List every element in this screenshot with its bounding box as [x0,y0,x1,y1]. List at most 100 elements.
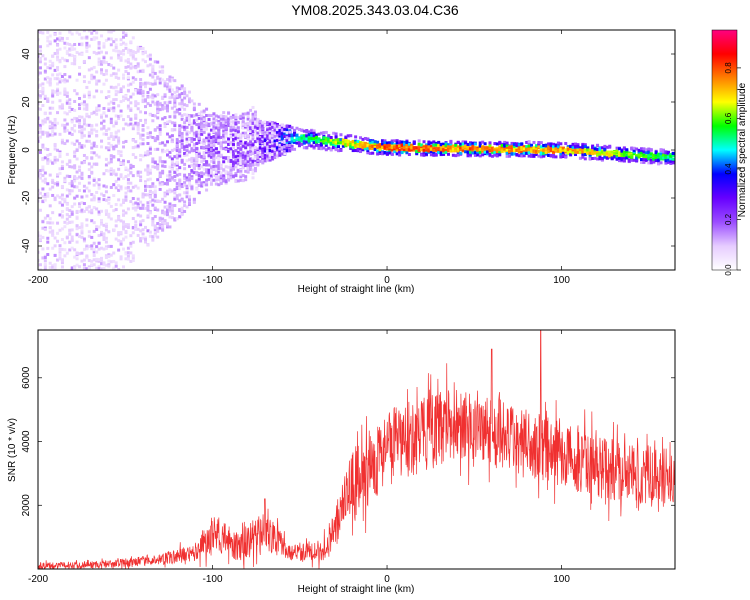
heatmap-cell [630,147,634,151]
heatmap-cell [234,113,238,117]
heatmap-cell [53,147,57,151]
heatmap-cell [161,227,165,231]
heatmap-cell [161,65,165,69]
heatmap-cell [290,144,294,148]
heatmap-cell [41,89,45,93]
heatmap-cell [141,142,145,146]
heatmap-cell [251,133,255,137]
heatmap-cell [104,222,108,226]
heatmap-cell [131,174,135,178]
heatmap-cell [136,107,140,111]
heatmap-cell [598,146,602,150]
heatmap-cell [70,246,74,250]
heatmap-cell [381,142,385,146]
heatmap-cell [593,151,597,155]
heatmap-cell [60,203,64,207]
heatmap-cell [97,178,101,182]
heatmap-cell [141,70,145,74]
heatmap-cell [185,132,189,136]
heatmap-cell [139,110,143,114]
heatmap-cell [58,72,62,76]
heatmap-cell [207,168,211,172]
spectrogram-x-tick-label: -200 [28,275,48,286]
heatmap-cell [46,134,50,138]
heatmap-cell [596,150,600,154]
heatmap-cell [56,231,60,235]
heatmap-cell [234,129,238,133]
heatmap-cell [608,153,612,157]
heatmap-cell [56,82,60,86]
heatmap-cell [170,206,174,210]
heatmap-cell [136,197,140,201]
heatmap-cell [65,221,69,225]
heatmap-cell [253,125,257,129]
heatmap-cell [280,123,284,127]
heatmap-cell [622,147,626,151]
heatmap-cell [246,137,250,141]
heatmap-cell [114,122,118,126]
heatmap-cell [53,158,57,162]
heatmap-cell [75,233,79,237]
heatmap-cell [578,148,582,152]
heatmap-cell [58,58,62,62]
heatmap-cell [214,166,218,170]
heatmap-cell [131,165,135,169]
heatmap-cell [359,142,363,146]
heatmap-cell [46,80,50,84]
heatmap-cell [102,237,106,241]
heatmap-cell [63,111,67,115]
heatmap-cell [446,143,450,147]
heatmap-cell [574,150,578,154]
heatmap-cell [178,208,182,212]
heatmap-cell [122,238,126,242]
heatmap-cell [156,116,160,120]
heatmap-cell [258,119,262,123]
heatmap-cell [168,88,172,92]
heatmap-cell [263,140,267,144]
heatmap-cell [63,58,67,62]
heatmap-cell [273,143,277,147]
heatmap-cell [549,154,553,158]
heatmap-cell [53,196,57,200]
heatmap-cell [280,143,284,147]
heatmap-cell [402,142,406,146]
heatmap-cell [195,187,199,191]
heatmap-cell [285,128,289,132]
heatmap-cell [644,148,648,152]
heatmap-cell [107,141,111,145]
heatmap-cell [141,124,145,128]
heatmap-cell [112,251,116,255]
heatmap-cell [207,177,211,181]
heatmap-cell [56,93,60,97]
colorbar-bar [711,29,738,271]
heatmap-cell [205,113,209,117]
heatmap-cell [256,119,260,123]
heatmap-cell [80,235,84,239]
heatmap-cell [139,133,143,137]
heatmap-cell [90,128,94,132]
heatmap-cell [669,157,673,161]
heatmap-cell [70,238,74,242]
heatmap-cell [104,254,108,258]
heatmap-cell [173,218,177,222]
heatmap-cell [168,178,172,182]
heatmap-cell [239,116,243,120]
heatmap-cell [56,173,60,177]
heatmap-cell [129,101,133,105]
heatmap-cell [461,148,465,152]
heatmap-cell [151,235,155,239]
heatmap-cell [415,150,419,154]
heatmap-cell [214,178,218,182]
heatmap-cell [434,148,438,152]
heatmap-cell [214,123,218,127]
heatmap-cell [90,263,94,267]
heatmap-cell [87,234,91,238]
heatmap-cell [97,44,101,48]
heatmap-cell [48,83,52,87]
heatmap-cell [38,118,40,122]
heatmap-cell [251,143,255,147]
heatmap-cell [95,266,99,270]
heatmap-cell [217,141,221,145]
heatmap-cell [165,178,169,182]
heatmap-cell [136,62,140,66]
